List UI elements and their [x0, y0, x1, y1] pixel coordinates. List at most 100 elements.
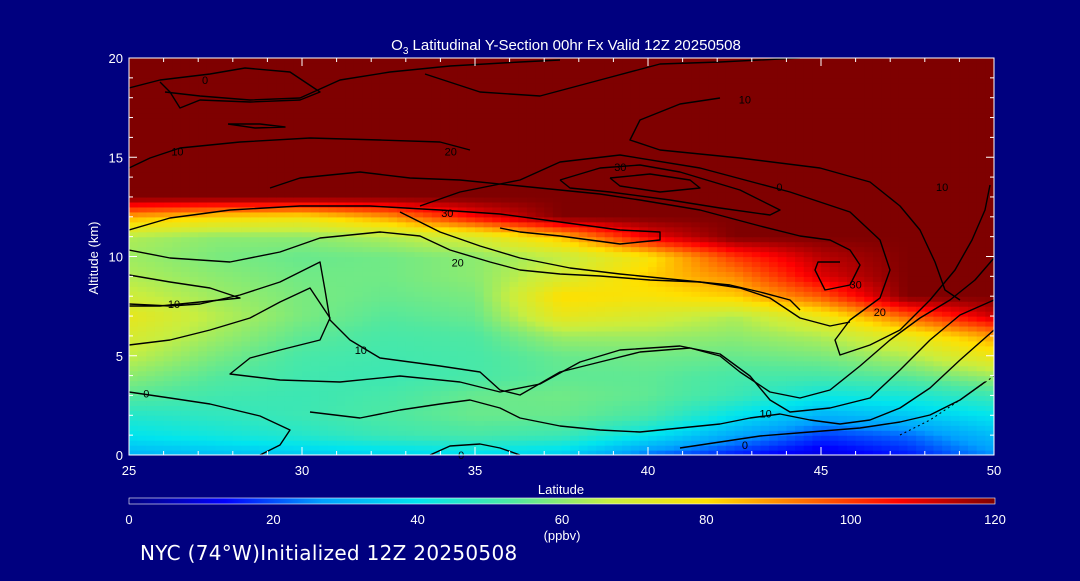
heatmap-cell — [708, 306, 718, 312]
heatmap-cell — [924, 306, 935, 312]
heatmap-cell — [985, 231, 994, 238]
heatmap-cell — [362, 211, 372, 218]
heatmap-cell — [916, 221, 926, 228]
heatmap-cell — [838, 226, 848, 233]
heatmap-cell — [916, 256, 926, 263]
heatmap-cell — [898, 445, 909, 451]
heatmap-cell — [890, 241, 900, 248]
heatmap-cell — [751, 261, 762, 268]
heatmap-cell — [336, 256, 346, 263]
heatmap-cell — [319, 221, 329, 228]
heatmap-cell — [985, 216, 994, 223]
heatmap-cell — [872, 231, 883, 238]
heatmap-cell — [198, 390, 208, 397]
heatmap-cell — [665, 360, 675, 367]
heatmap-cell — [526, 390, 537, 397]
heatmap-cell — [449, 266, 459, 272]
heatmap-cell — [198, 335, 208, 342]
heatmap-cell — [942, 266, 952, 272]
heatmap-cell — [648, 286, 658, 292]
heatmap-cell — [206, 231, 217, 238]
heatmap-cell — [916, 430, 926, 436]
heatmap-cell — [154, 430, 165, 436]
heatmap-cell — [129, 221, 139, 228]
heatmap-cell — [475, 246, 485, 253]
heatmap-cell — [293, 231, 303, 238]
heatmap-cell — [604, 410, 614, 416]
heatmap-cell — [371, 450, 381, 455]
heatmap-cell — [691, 216, 701, 223]
heatmap-cell — [959, 440, 969, 446]
heatmap-cell — [466, 420, 476, 426]
heatmap-cell — [769, 375, 779, 382]
heatmap-cell — [673, 221, 684, 228]
heatmap-cell — [215, 276, 225, 282]
heatmap-cell — [509, 350, 519, 357]
heatmap-cell — [578, 296, 589, 302]
heatmap-cell — [751, 365, 762, 372]
heatmap-cell — [561, 340, 571, 347]
heatmap-cell — [241, 226, 251, 233]
heatmap-cell — [665, 435, 675, 441]
heatmap-cell — [985, 301, 994, 307]
heatmap-cell — [691, 355, 701, 362]
heatmap-cell — [146, 316, 156, 322]
heatmap-cell — [388, 236, 398, 243]
heatmap-cell — [405, 425, 416, 431]
heatmap-cell — [293, 321, 303, 327]
heatmap-cell — [950, 445, 960, 451]
heatmap-cell — [890, 445, 900, 451]
heatmap-cell — [829, 246, 839, 253]
heatmap-cell — [414, 311, 424, 317]
heatmap-cell — [172, 360, 182, 367]
heatmap-cell — [604, 385, 614, 392]
heatmap-cell — [639, 440, 649, 446]
heatmap-cell — [803, 435, 813, 441]
heatmap-cell — [198, 350, 208, 357]
heatmap-cell — [345, 350, 355, 357]
heatmap-cell — [933, 345, 943, 352]
heatmap-cell — [777, 211, 787, 218]
heatmap-cell — [717, 306, 727, 312]
heatmap-cell — [371, 276, 381, 282]
heatmap-cell — [267, 340, 277, 347]
heatmap-cell — [648, 311, 658, 317]
heatmap-cell — [310, 350, 320, 357]
heatmap-cell — [725, 325, 736, 332]
heatmap-cell — [622, 226, 632, 233]
heatmap-cell — [803, 236, 813, 243]
heatmap-cell — [864, 360, 874, 367]
heatmap-cell — [665, 266, 675, 272]
heatmap-cell — [224, 251, 234, 258]
heatmap-cell — [691, 350, 701, 357]
heatmap-cell — [180, 370, 191, 377]
heatmap-cell — [760, 236, 770, 243]
heatmap-cell — [267, 286, 277, 292]
heatmap-cell — [734, 246, 744, 253]
heatmap-cell — [431, 321, 441, 327]
heatmap-cell — [855, 415, 865, 421]
heatmap-cell — [397, 385, 407, 392]
heatmap-cell — [682, 380, 692, 387]
heatmap-cell — [327, 390, 338, 397]
heatmap-cell — [959, 350, 969, 357]
heatmap-cell — [846, 365, 857, 372]
heatmap-cell — [838, 266, 848, 272]
heatmap-cell — [362, 360, 372, 367]
heatmap-cell — [310, 405, 320, 411]
heatmap-cell — [180, 325, 191, 332]
heatmap-cell — [916, 390, 926, 397]
heatmap-cell — [648, 435, 658, 441]
heatmap-cell — [665, 306, 675, 312]
heatmap-cell — [777, 316, 787, 322]
heatmap-cell — [500, 276, 511, 282]
heatmap-cell — [319, 420, 329, 426]
heatmap-cell — [449, 380, 459, 387]
heatmap-cell — [630, 400, 640, 406]
heatmap-cell — [881, 321, 891, 327]
heatmap-cell — [656, 335, 666, 342]
heatmap-cell — [777, 291, 787, 297]
heatmap-cell — [189, 355, 199, 362]
heatmap-cell — [224, 281, 234, 287]
heatmap-cell — [777, 236, 787, 243]
